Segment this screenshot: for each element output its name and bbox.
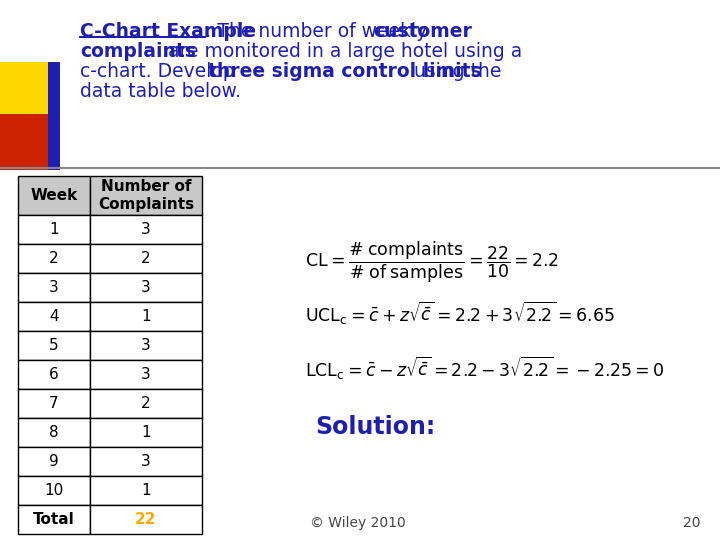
Text: $\mathrm{CL} = \dfrac{\#\;\mathrm{complaints}}{\#\;\mathrm{of\;samples}} = \dfra: $\mathrm{CL} = \dfrac{\#\;\mathrm{compla… [305, 240, 559, 286]
Text: Week: Week [30, 188, 78, 203]
Text: 4: 4 [49, 309, 59, 324]
Bar [18, 476, 90, 505]
Bar [0, 114, 52, 170]
Text: 10: 10 [45, 483, 63, 498]
Bar [90, 273, 202, 302]
Text: 3: 3 [141, 338, 151, 353]
Bar [18, 176, 90, 215]
Bar [18, 505, 90, 534]
Text: customer: customer [373, 22, 472, 41]
Text: C-Chart Example: C-Chart Example [80, 22, 256, 41]
Bar [90, 331, 202, 360]
Text: 7: 7 [49, 396, 59, 411]
Bar [18, 331, 90, 360]
Text: Number of
Complaints: Number of Complaints [98, 179, 194, 212]
Bar [18, 273, 90, 302]
Text: 1: 1 [141, 309, 150, 324]
Text: Total: Total [33, 512, 75, 527]
Text: are monitored in a large hotel using a: are monitored in a large hotel using a [162, 42, 522, 61]
Bar [18, 244, 90, 273]
Text: 9: 9 [49, 454, 59, 469]
Text: complaints: complaints [80, 42, 196, 61]
Bar [90, 176, 202, 215]
Text: : The number of weekly: : The number of weekly [205, 22, 433, 41]
Text: three sigma control limits: three sigma control limits [208, 62, 482, 81]
Bar [18, 302, 90, 331]
Text: using the: using the [408, 62, 501, 81]
Text: 3: 3 [141, 222, 151, 237]
Bar [90, 360, 202, 389]
Bar [90, 505, 202, 534]
Text: data table below.: data table below. [80, 82, 241, 101]
Text: 5: 5 [49, 338, 59, 353]
Text: © Wiley 2010: © Wiley 2010 [310, 516, 406, 530]
Bar [90, 215, 202, 244]
Bar [90, 244, 202, 273]
Bar [90, 476, 202, 505]
Text: 1: 1 [141, 425, 150, 440]
Bar [18, 447, 90, 476]
Text: c-chart. Develop: c-chart. Develop [80, 62, 240, 81]
Text: 3: 3 [49, 280, 59, 295]
Bar [18, 215, 90, 244]
Bar [18, 360, 90, 389]
Bar [18, 389, 90, 418]
Bar [90, 389, 202, 418]
Text: $\mathrm{UCL_c} = \bar{c} + z\sqrt{\bar{c}} = 2.2 + 3\sqrt{2.2} = 6.65$: $\mathrm{UCL_c} = \bar{c} + z\sqrt{\bar{… [305, 300, 615, 327]
Text: 2: 2 [141, 396, 150, 411]
Text: 8: 8 [49, 425, 59, 440]
Bar [90, 302, 202, 331]
Text: 22: 22 [135, 512, 157, 527]
Text: 2: 2 [141, 251, 150, 266]
Bar [48, 62, 60, 170]
Bar [18, 418, 90, 447]
Text: 3: 3 [141, 367, 151, 382]
Text: 2: 2 [49, 251, 59, 266]
Bar [0, 62, 52, 114]
Text: 3: 3 [141, 280, 151, 295]
Text: Solution:: Solution: [315, 415, 436, 439]
Text: 3: 3 [141, 454, 151, 469]
Text: 20: 20 [683, 516, 700, 530]
Text: $\mathrm{LCL_c} = \bar{c} - z\sqrt{\bar{c}} = 2.2 - 3\sqrt{2.2} = -2.25 = 0$: $\mathrm{LCL_c} = \bar{c} - z\sqrt{\bar{… [305, 355, 665, 382]
Text: 1: 1 [49, 222, 59, 237]
Bar [90, 447, 202, 476]
Text: 1: 1 [141, 483, 150, 498]
Text: 6: 6 [49, 367, 59, 382]
Bar [90, 418, 202, 447]
